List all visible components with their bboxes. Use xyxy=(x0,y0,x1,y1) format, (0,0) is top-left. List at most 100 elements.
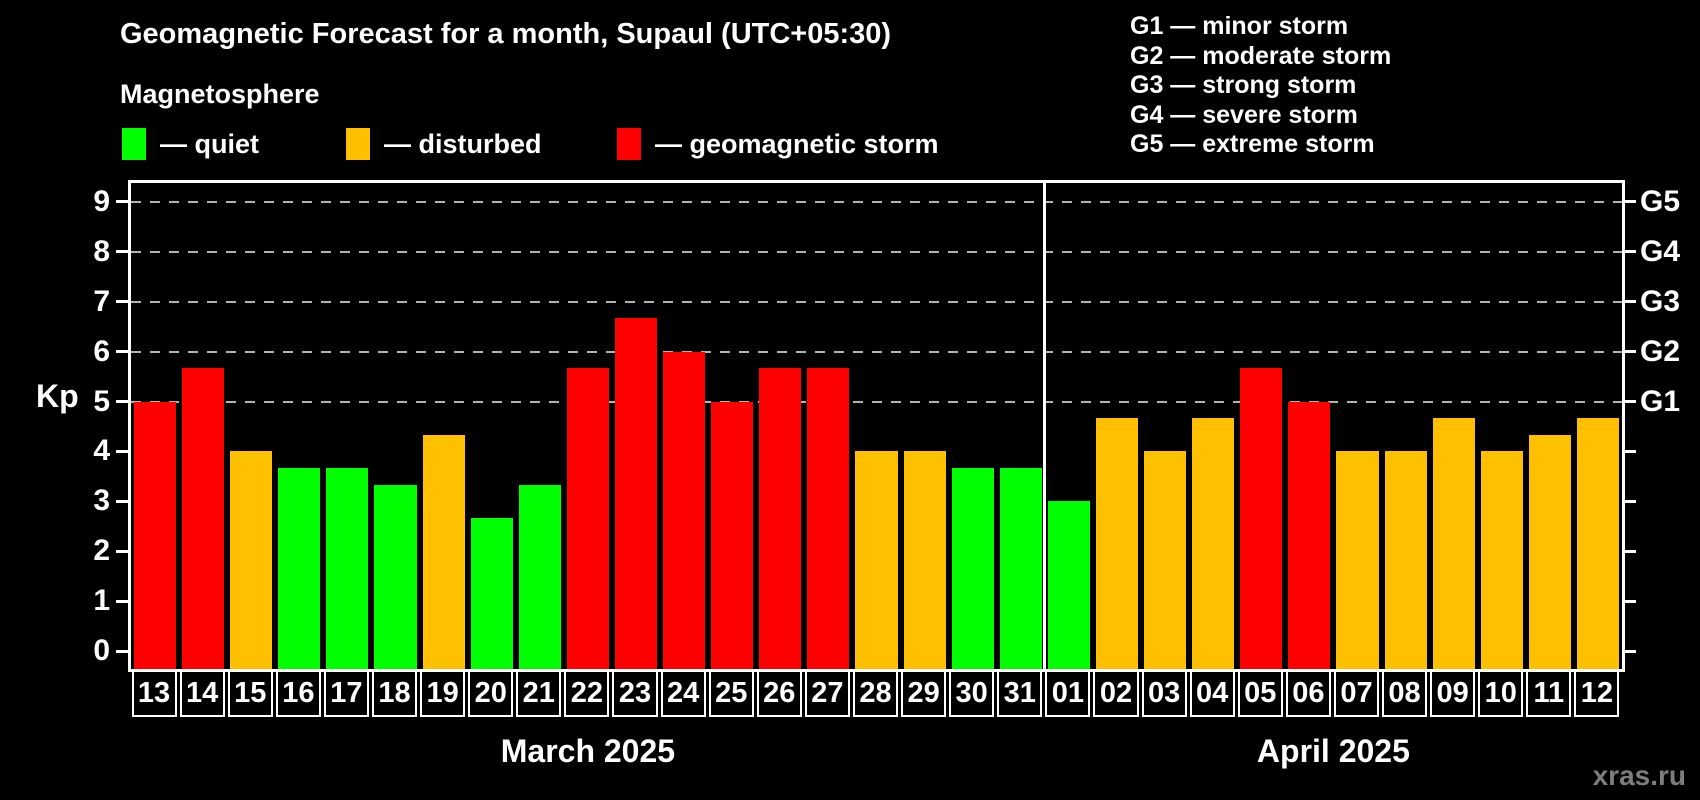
month-label-march: March 2025 xyxy=(500,733,676,769)
date-cell-march-28: 28 xyxy=(852,670,899,717)
kp-bar-april-03 xyxy=(1144,451,1187,669)
right-axis-tick-3 xyxy=(1623,499,1636,503)
right-axis-tick-0 xyxy=(1623,649,1636,653)
date-cell-march-22: 22 xyxy=(564,670,610,717)
date-cell-march-16: 16 xyxy=(275,670,321,717)
g-legend-line-4: G4 — severe storm xyxy=(1130,100,1358,129)
kp-bar-march-15 xyxy=(230,451,273,669)
right-axis-tick-5 xyxy=(1623,400,1636,404)
date-cell-march-27: 27 xyxy=(804,670,850,717)
left-axis-tick-4 xyxy=(116,449,129,453)
kp-bar-march-17 xyxy=(326,467,369,669)
kp-bar-march-24 xyxy=(663,351,706,669)
right-axis-tick-4 xyxy=(1623,449,1636,453)
date-cell-march-26: 26 xyxy=(756,670,802,717)
date-cell-march-20: 20 xyxy=(468,670,514,717)
disturbed-swatch xyxy=(346,128,370,160)
chart-title: Geomagnetic Forecast for a month, Supaul… xyxy=(120,18,892,50)
right-axis-label-g5: G5 xyxy=(1640,184,1681,218)
date-cell-april-02: 02 xyxy=(1093,670,1139,717)
kp-bar-march-19 xyxy=(422,434,465,669)
g-legend-line-5: G5 — extreme storm xyxy=(1130,130,1375,158)
kp-bar-april-08 xyxy=(1384,451,1427,669)
storm-swatch xyxy=(617,128,641,160)
gridline-kp5 xyxy=(131,400,1622,403)
kp-bar-march-13 xyxy=(134,401,177,669)
kp-bar-april-07 xyxy=(1336,451,1379,669)
left-axis-tick-2 xyxy=(116,549,129,553)
date-cell-march-13: 13 xyxy=(131,670,177,717)
right-axis-tick-2 xyxy=(1623,549,1636,553)
chart-subtitle: Magnetosphere xyxy=(120,79,320,109)
legend-item-disturbed: — disturbed xyxy=(346,127,542,161)
kp-bar-march-21 xyxy=(518,484,561,669)
kp-bar-march-30 xyxy=(951,467,994,669)
date-cell-april-07: 07 xyxy=(1333,670,1379,717)
y-tick-label-8: 8 xyxy=(93,234,110,268)
right-axis-tick-7 xyxy=(1623,300,1636,304)
date-cell-april-09: 09 xyxy=(1430,670,1476,717)
kp-bar-march-28 xyxy=(855,451,898,669)
date-cell-march-17: 17 xyxy=(323,670,369,717)
kp-bar-april-12 xyxy=(1576,418,1619,669)
y-tick-label-3: 3 xyxy=(93,484,110,518)
right-axis-label-g2: G2 xyxy=(1640,334,1681,368)
right-axis-tick-6 xyxy=(1623,350,1636,354)
kp-bar-april-06 xyxy=(1288,401,1331,669)
left-axis-tick-8 xyxy=(116,250,129,254)
kp-bar-march-29 xyxy=(903,451,946,669)
y-tick-label-2: 2 xyxy=(93,534,110,568)
left-axis-tick-5 xyxy=(116,400,129,404)
date-cell-march-19: 19 xyxy=(420,670,466,717)
right-axis-tick-8 xyxy=(1623,250,1636,254)
date-cell-april-12: 12 xyxy=(1574,670,1620,717)
y-tick-label-4: 4 xyxy=(93,434,110,468)
legend-label-storm: — geomagnetic storm xyxy=(655,128,939,159)
kp-bar-march-27 xyxy=(807,368,850,669)
left-axis-tick-1 xyxy=(116,599,129,603)
date-cell-march-29: 29 xyxy=(901,670,947,717)
gridline-kp8 xyxy=(131,250,1622,253)
y-tick-label-5: 5 xyxy=(93,384,110,418)
date-cell-april-10: 10 xyxy=(1478,670,1524,717)
right-axis-label-g4: G4 xyxy=(1640,234,1681,268)
right-axis-label-g1: G1 xyxy=(1640,384,1681,418)
date-cell-march-15: 15 xyxy=(227,670,273,717)
kp-bar-march-25 xyxy=(711,401,754,669)
date-cell-march-30: 30 xyxy=(949,670,995,717)
date-cell-march-25: 25 xyxy=(708,670,754,717)
gridline-kp7 xyxy=(131,300,1622,303)
month-separator xyxy=(1043,183,1047,669)
legend-item-quiet: — quiet xyxy=(122,127,259,161)
kp-bar-april-02 xyxy=(1095,418,1139,669)
right-axis-tick-9 xyxy=(1623,200,1636,204)
y-tick-label-1: 1 xyxy=(93,584,110,618)
date-cell-april-06: 06 xyxy=(1285,670,1331,717)
kp-bar-april-05 xyxy=(1240,368,1283,669)
g-legend-line-2: G2 — moderate storm xyxy=(1130,41,1392,70)
kp-bar-march-23 xyxy=(614,318,658,669)
date-cell-april-11: 11 xyxy=(1526,670,1572,717)
kp-bar-april-11 xyxy=(1528,434,1571,669)
kp-bar-march-20 xyxy=(470,517,513,669)
date-cell-march-31: 31 xyxy=(997,670,1043,717)
date-cell-march-18: 18 xyxy=(371,670,418,717)
date-cell-april-01: 01 xyxy=(1045,670,1091,717)
date-cell-march-24: 24 xyxy=(660,670,706,717)
left-axis-tick-3 xyxy=(116,499,129,503)
kp-bar-march-31 xyxy=(999,467,1042,669)
kp-bar-march-16 xyxy=(278,467,321,669)
date-cell-march-21: 21 xyxy=(516,670,562,717)
left-axis-tick-6 xyxy=(116,350,129,354)
left-axis-tick-0 xyxy=(116,649,129,653)
legend-label-disturbed: — disturbed xyxy=(384,128,542,159)
left-axis-tick-7 xyxy=(116,300,129,304)
right-axis-label-g3: G3 xyxy=(1640,284,1681,318)
date-cell-april-05: 05 xyxy=(1237,670,1283,717)
kp-bar-march-26 xyxy=(759,368,802,669)
legend-label-quiet: — quiet xyxy=(160,128,259,159)
kp-bar-april-01 xyxy=(1047,501,1090,669)
left-axis-tick-9 xyxy=(116,200,129,204)
y-tick-label-6: 6 xyxy=(93,334,110,368)
